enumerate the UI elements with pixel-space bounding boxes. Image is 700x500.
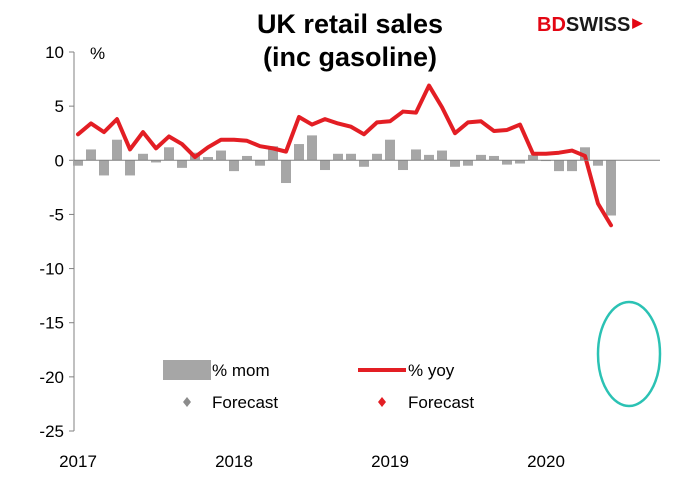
mom-bar (502, 160, 512, 165)
brand-logo: BDSWISS ▶ (537, 14, 642, 37)
forecast-points (596, 300, 662, 408)
logo-text-swiss: SWISS (565, 14, 631, 36)
mom-bar (346, 153, 356, 161)
mom-bar (476, 154, 486, 161)
logo-arrow-icon: ▶ (632, 15, 643, 30)
mom-bar (294, 144, 304, 161)
mom-bar (216, 150, 226, 161)
mom-bar (164, 147, 174, 161)
chart-title: UK retail sales (256, 9, 444, 39)
mom-bar (125, 160, 135, 176)
legend-label-yoy: % yoy (408, 361, 455, 380)
y-tick-label: -20 (39, 368, 64, 387)
y-tick-label: -15 (39, 314, 64, 333)
logo-text-bd: BD (537, 14, 566, 36)
y-tick-label: -5 (49, 205, 64, 224)
mom-bar (515, 160, 525, 164)
x-tick-label: 2017 (59, 452, 97, 471)
y-tick-label: -10 (39, 260, 64, 279)
mom-bar (606, 160, 616, 216)
mom-bar (398, 160, 408, 171)
mom-bar (333, 153, 343, 161)
mom-bar (229, 160, 239, 172)
mom-bar (385, 139, 395, 161)
legend-swatch-forecast-yoy (378, 397, 386, 407)
chart-subtitle: (inc gasoline) (262, 42, 438, 72)
legend-label-forecast-mom: Forecast (212, 393, 278, 412)
mom-bar (203, 157, 213, 161)
y-axis-unit-label: % (90, 44, 105, 63)
y-tick-label: -25 (39, 422, 64, 441)
x-tick-label: 2018 (215, 452, 253, 471)
mom-bar (463, 160, 473, 166)
mom-bar (99, 160, 109, 176)
mom-bar (450, 160, 460, 167)
mom-bar (112, 139, 122, 161)
mom-bar (424, 154, 434, 161)
mom-bar (437, 150, 447, 161)
mom-bar (411, 149, 421, 161)
mom-bar (593, 160, 603, 166)
legend-swatch-forecast-mom (183, 397, 191, 407)
mom-bar (359, 160, 369, 167)
mom-bar (242, 155, 252, 161)
legend: % mom % yoy Forecast Forecast (163, 360, 474, 412)
x-tick-label: 2019 (371, 452, 409, 471)
mom-bar (489, 155, 499, 161)
mom-bar (528, 154, 538, 161)
x-tick-label: 2020 (527, 452, 565, 471)
mom-bar (268, 146, 278, 161)
y-tick-label: 5 (55, 97, 64, 116)
mom-bar (138, 153, 148, 161)
mom-bar (281, 160, 291, 184)
y-tick-label: 0 (55, 151, 64, 170)
y-axis: 10 5 0 -5 -10 -15 -20 -25% (39, 43, 105, 441)
mom-bar (307, 135, 317, 161)
mom-bar (372, 153, 382, 161)
forecast-highlight-ellipse (596, 300, 662, 408)
x-axis: 2017 2018 2019 2020 (59, 159, 660, 471)
mom-bar (567, 160, 577, 172)
legend-label-forecast-yoy: Forecast (408, 393, 474, 412)
legend-label-mom: % mom (212, 361, 270, 380)
mom-bar (255, 160, 265, 166)
mom-bar (73, 160, 83, 166)
mom-bar (86, 149, 96, 161)
yoy-line-group (76, 83, 613, 228)
yoy-line (76, 83, 613, 228)
mom-bar (554, 160, 564, 172)
y-tick-label: 10 (45, 43, 64, 62)
mom-bar (151, 160, 161, 163)
mom-bar (320, 160, 330, 171)
mom-bar (177, 160, 187, 168)
legend-swatch-mom (163, 360, 211, 380)
